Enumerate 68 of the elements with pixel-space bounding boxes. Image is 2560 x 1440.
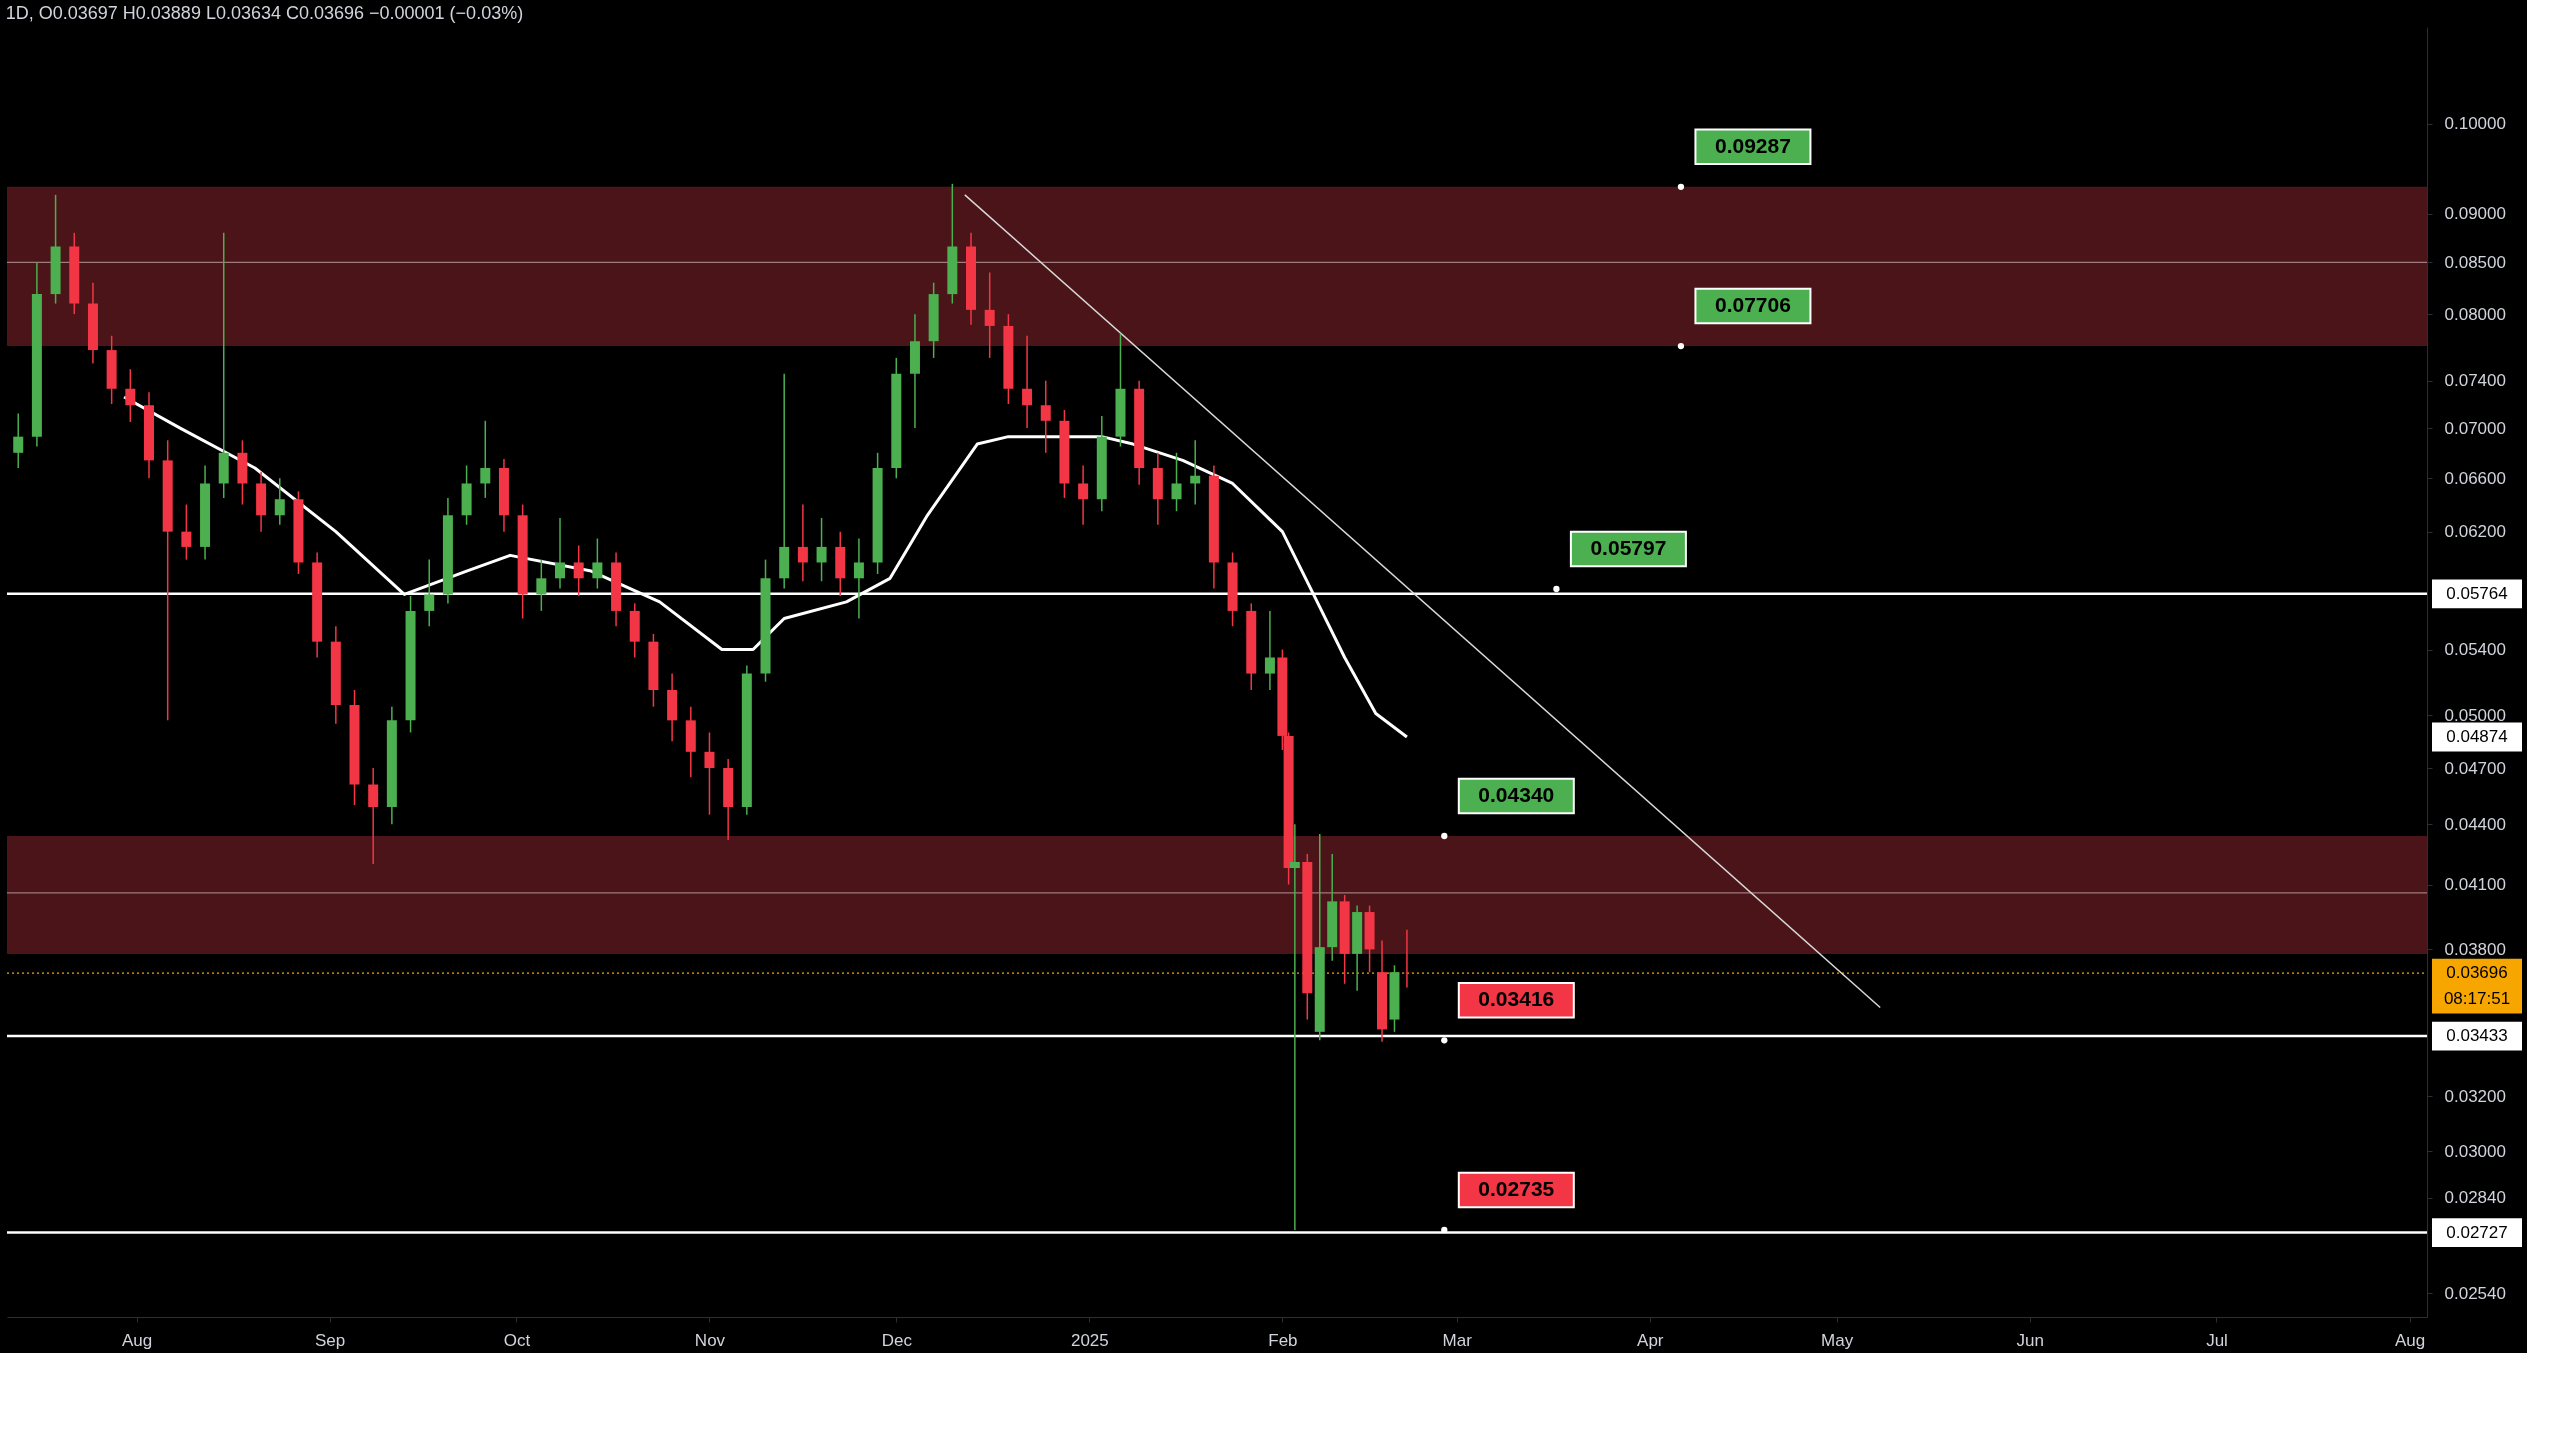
x-tick-label: Dec bbox=[881, 1330, 913, 1350]
text: 0.04874 bbox=[2446, 726, 2508, 746]
y-tick-label: 0.04100 bbox=[2444, 875, 2506, 895]
annotation: 0.04340 bbox=[1478, 783, 1555, 807]
candlestick bbox=[853, 537, 864, 620]
candlestick bbox=[1040, 379, 1051, 454]
annotation: 0.03416 bbox=[1478, 987, 1555, 1011]
candlestick bbox=[704, 731, 715, 816]
candlestick bbox=[1264, 610, 1275, 691]
candlestick bbox=[218, 232, 229, 499]
x-tick-label: Oct bbox=[503, 1330, 531, 1350]
x-tick-label: Feb bbox=[1268, 1330, 1298, 1350]
annotation: 0.02735 bbox=[1478, 1177, 1555, 1201]
candlestick bbox=[1289, 823, 1300, 1231]
text: 08:17:51 bbox=[2443, 989, 2511, 1009]
x-tick-label: Nov bbox=[694, 1330, 726, 1350]
candlestick bbox=[555, 517, 566, 590]
y-tick-label: 0.03200 bbox=[2444, 1086, 2506, 1106]
candlestick bbox=[536, 558, 547, 612]
y-tick-label: 0.02540 bbox=[2444, 1283, 2506, 1303]
candlestick bbox=[274, 477, 285, 526]
y-tick-label: 0.10000 bbox=[2444, 114, 2506, 134]
x-tick-label: Mar bbox=[1442, 1330, 1473, 1350]
y-tick-label: 0.06600 bbox=[2444, 468, 2506, 488]
candlestick bbox=[1078, 464, 1089, 526]
candlestick bbox=[125, 368, 136, 423]
y-tick-label: 0.05400 bbox=[2444, 640, 2506, 660]
ref-line-label: 0.03433 bbox=[2446, 1026, 2508, 1046]
y-tick-label: 0.03800 bbox=[2444, 939, 2506, 959]
annotation: 0.05797 bbox=[1590, 535, 1667, 559]
y-tick-label: 0.02840 bbox=[2444, 1188, 2506, 1208]
y-tick-label: 0.07400 bbox=[2444, 371, 2506, 391]
x-tick-label: Apr bbox=[1637, 1330, 1664, 1350]
candlestick bbox=[797, 503, 808, 582]
ref-line-label: 0.02727 bbox=[2446, 1222, 2508, 1242]
x-tick-label: Sep bbox=[314, 1330, 346, 1350]
x-tick-label: May bbox=[1821, 1330, 1854, 1350]
x-tick-label: Jul bbox=[2206, 1330, 2228, 1350]
y-tick-label: 0.04700 bbox=[2444, 758, 2506, 778]
x-tick-label: Jun bbox=[2016, 1330, 2044, 1350]
candlestick bbox=[13, 412, 24, 469]
candlestick bbox=[181, 503, 192, 561]
x-tick-label: 2025 bbox=[1070, 1330, 1109, 1350]
candlestick bbox=[984, 271, 995, 359]
candlestick bbox=[592, 537, 603, 590]
candlestick bbox=[816, 517, 827, 582]
candlestick bbox=[573, 544, 584, 597]
x-tick-label: Aug bbox=[2394, 1330, 2426, 1350]
candlestick bbox=[480, 420, 491, 499]
y-tick-label: 0.07000 bbox=[2444, 418, 2506, 438]
y-tick-label: 0.04400 bbox=[2444, 814, 2506, 834]
candlestick bbox=[1022, 334, 1033, 429]
candlestick bbox=[1171, 452, 1182, 512]
candlestick bbox=[368, 767, 379, 865]
ref-line-label: 0.05764 bbox=[2446, 583, 2508, 603]
y-tick-label: 0.09000 bbox=[2444, 204, 2506, 224]
x-tick-label: Aug bbox=[121, 1330, 153, 1350]
annotation: 0.07706 bbox=[1714, 293, 1791, 317]
y-tick-label: 0.06200 bbox=[2444, 522, 2506, 542]
y-tick-label: 0.08500 bbox=[2444, 252, 2506, 272]
candlestick bbox=[1190, 439, 1201, 506]
candlestick bbox=[424, 558, 435, 627]
y-tick-label: 0.05000 bbox=[2444, 705, 2506, 725]
y-tick-label: 0.03000 bbox=[2444, 1141, 2506, 1161]
chart-title: 1D, O0.03697 H0.03889 L0.03634 C0.03696 −0.00001 (−0.03%) bbox=[5, 3, 524, 23]
annotation: 0.09287 bbox=[1714, 133, 1791, 157]
ref-line-label: 0.03696 bbox=[2446, 963, 2508, 983]
y-tick-label: 0.08000 bbox=[2444, 304, 2506, 324]
